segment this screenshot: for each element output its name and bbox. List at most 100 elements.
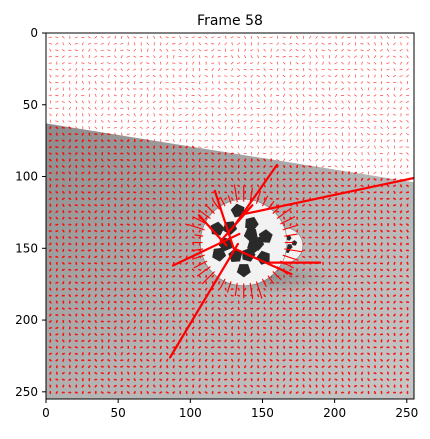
flow-field-mark [251,353,252,354]
flow-field-mark [89,250,91,251]
flow-field-mark [186,237,187,238]
flow-field-mark [147,153,149,154]
flow-field-mark [69,205,70,206]
flow-field-mark [349,360,350,361]
flow-field-mark [69,360,70,361]
flow-field-mark [329,328,330,329]
flow-field-mark [251,379,252,381]
flow-field-mark [277,315,278,316]
flow-field-mark [303,237,304,238]
flow-field-mark [50,314,51,315]
flow-field-mark [173,217,174,219]
flow-field-mark [160,282,161,283]
flow-field-mark [322,347,323,348]
flow-field-mark [284,217,285,219]
flow-field-mark [264,328,266,329]
flow-field-mark [50,160,51,161]
flow-field-mark [381,179,382,180]
flow-field-mark [141,366,143,367]
flow-field-mark [128,217,129,219]
flow-field-mark [245,179,246,180]
flow-field-mark [400,192,401,193]
flow-field-mark [251,321,252,322]
flow-field-mark [342,327,343,329]
flow-field-mark [186,360,187,361]
flow-field-mark [349,198,350,199]
flow-field-mark [186,302,187,303]
flow-field-mark [238,120,239,123]
flow-field-mark [375,243,376,244]
flow-field-mark [63,198,64,199]
flow-field-mark [316,334,317,335]
flow-field-mark [271,353,272,354]
flow-field-mark [355,139,356,142]
flow-field-mark [225,321,226,322]
flow-field-mark [134,308,135,309]
flow-field-mark [186,256,187,257]
flow-field-mark [381,270,383,271]
flow-field-mark [180,360,181,361]
flow-field-mark [108,328,110,329]
flow-field-mark [251,392,252,393]
flow-field-mark [238,159,239,160]
flow-field-mark [167,211,169,212]
flow-field-mark [335,179,336,180]
flow-field-mark [264,120,265,123]
flow-field-mark [361,315,362,316]
flow-field-mark [381,237,382,238]
flow-field-mark [173,179,174,180]
flow-field-mark [335,276,337,277]
flow-field-mark [388,211,389,212]
flow-field-mark [134,270,136,271]
flow-field-mark [212,379,213,381]
flow-field-mark [329,289,331,290]
flow-field-mark [63,166,64,167]
flow-field-mark [128,166,130,167]
flow-field-mark [219,366,220,367]
flow-field-mark [134,237,136,238]
flow-field-mark [394,321,395,322]
flow-field-mark [206,392,207,393]
flow-field-mark [303,198,304,200]
flow-field-mark [69,172,70,173]
flow-field-mark [316,250,317,251]
flow-field-mark [173,282,174,283]
flow-field-mark [193,314,194,316]
flow-field-mark [134,353,136,354]
flow-field-mark [361,76,364,77]
flow-field-mark [323,379,324,380]
flow-field-mark [193,392,194,393]
flow-field-mark [290,327,291,328]
flow-field-mark [95,386,96,387]
flow-field-mark [303,341,305,342]
flow-field-mark [251,386,252,387]
flow-field-mark [69,276,71,277]
flow-field-mark [264,179,265,181]
flow-field-mark [76,81,77,84]
flow-field-mark [303,224,304,225]
flow-field-mark [361,354,363,355]
flow-field-mark [322,121,325,122]
flow-field-mark [355,308,356,309]
flow-field-mark [115,218,116,219]
flow-field-mark [82,328,83,329]
flow-field-mark [401,295,402,296]
flow-field-mark [303,308,304,310]
flow-field-mark [335,218,337,219]
flow-field-mark [368,366,370,367]
flow-field-mark [355,386,357,387]
flow-field-mark [50,360,51,361]
flow-field-mark [89,205,90,206]
flow-field-mark [251,301,252,303]
flow-field-mark [394,353,395,354]
flow-field-mark [128,153,129,154]
flow-field-mark [277,366,278,367]
flow-field-mark [186,347,187,348]
flow-field-mark [394,360,395,362]
flow-field-mark [310,347,311,348]
flow-field-mark [271,340,272,341]
flow-field-mark [381,373,382,374]
flow-field-mark [186,159,187,161]
flow-field-mark [355,257,357,258]
